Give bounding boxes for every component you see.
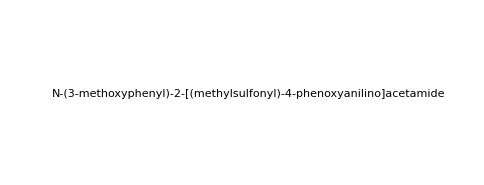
Text: N-(3-methoxyphenyl)-2-[(methylsulfonyl)-4-phenoxyanilino]acetamide: N-(3-methoxyphenyl)-2-[(methylsulfonyl)-…	[51, 89, 444, 99]
